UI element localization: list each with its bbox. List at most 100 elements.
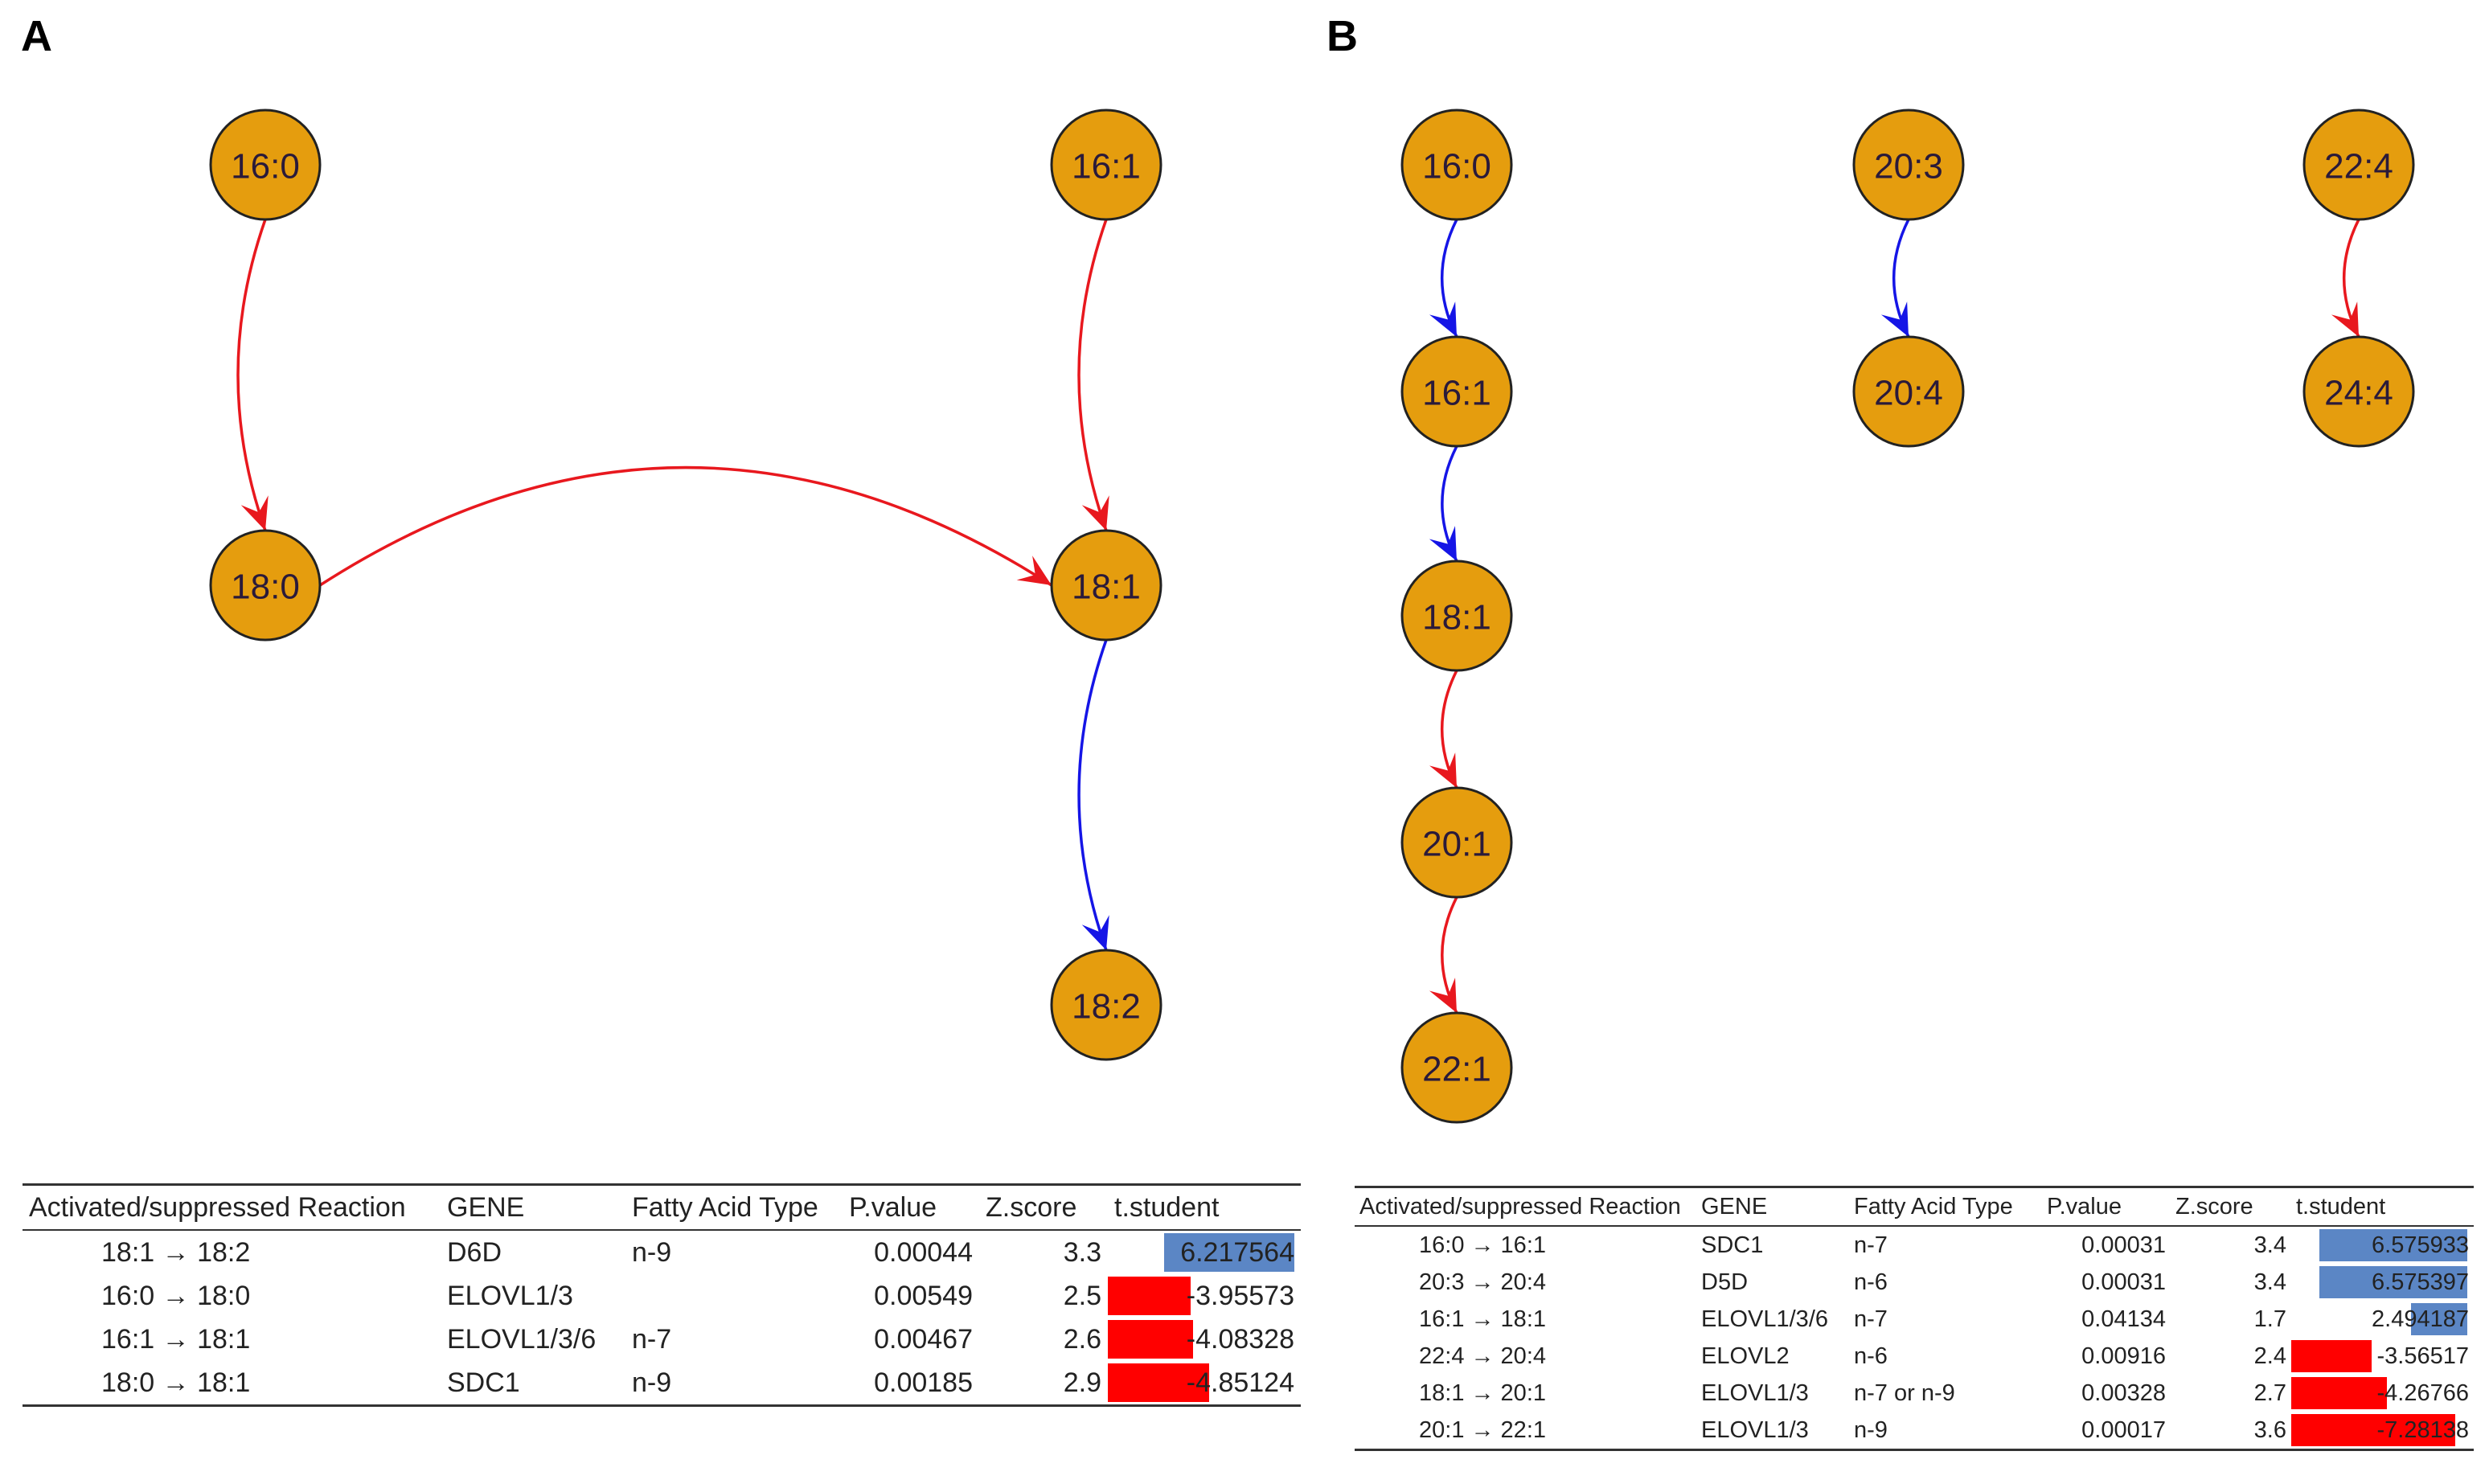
z-score-cell: 3.3 — [1063, 1236, 1101, 1268]
header-z-score: Z.score — [986, 1191, 1077, 1223]
gene-cell: SDC1 — [447, 1367, 520, 1398]
gene-cell: SDC1 — [1701, 1232, 1764, 1258]
node-circle — [209, 109, 322, 221]
p-value-cell: 0.00031 — [2081, 1232, 2166, 1258]
p-value-cell: 0.04134 — [2081, 1306, 2166, 1332]
z-score-cell: 2.5 — [1063, 1280, 1101, 1311]
reaction-cell: 16:0 → 16:1 — [1419, 1232, 1546, 1258]
header-gene: GENE — [447, 1191, 525, 1223]
header-reaction: Activated/suppressed Reaction — [29, 1191, 406, 1223]
t-student-cell: 6.217564 — [1108, 1230, 1301, 1274]
node-layer: 16:0 16:1 18:0 18:1 18:2 16:0 16:1 18:1 20:1 22:1… — [209, 109, 2415, 1124]
reaction-cell: 18:1 → 18:2 — [101, 1236, 251, 1268]
fa-type-cell — [625, 1274, 843, 1318]
header-t-student: t.student — [1114, 1191, 1220, 1223]
fa-type-cell: n-7 — [1854, 1232, 1888, 1258]
z-score-cell: 1.7 — [2253, 1306, 2286, 1332]
header-fa-type: Fatty Acid Type — [1854, 1193, 2013, 1220]
node-label: 24:4 — [2324, 374, 2393, 413]
t-student-value: 2.494187 — [2372, 1306, 2469, 1332]
node-label: 18:1 — [1422, 598, 1491, 637]
table-row: 22:4 → 20:4 ELOVL2 n-6 0.00916 2.4 -3.56517 — [1355, 1338, 2474, 1375]
fatty-acid-node: 18:1 — [1400, 560, 1513, 672]
fatty-acid-node: 22:1 — [1400, 1011, 1513, 1124]
t-student-cell: 2.494187 — [2291, 1301, 2474, 1338]
node-circle — [209, 529, 322, 642]
t-student-value: 6.217564 — [1180, 1236, 1294, 1268]
edge-line — [236, 219, 267, 531]
gene-cell: ELOVL2 — [1701, 1343, 1790, 1369]
gene-cell: ELOVL1/3 — [1701, 1416, 1809, 1443]
reaction-cell: 18:0 → 18:1 — [101, 1367, 251, 1398]
fatty-acid-node: 20:1 — [1400, 786, 1513, 899]
fa-type-cell: n-9 — [632, 1367, 672, 1398]
arrowhead-icon — [1016, 555, 1052, 585]
t-student-bar — [1108, 1363, 1210, 1402]
arrowhead-icon — [2331, 301, 2359, 337]
header-t-student: t.student — [2296, 1193, 2386, 1220]
reaction-edge — [1880, 219, 1910, 338]
z-score-cell: 3.6 — [2253, 1416, 2286, 1443]
z-score-cell: 3.4 — [2253, 1232, 2286, 1258]
reaction-cell: 16:1 → 18:1 — [1419, 1306, 1546, 1332]
t-student-cell: -3.56517 — [2291, 1338, 2474, 1375]
t-student-value: -4.85124 — [1186, 1367, 1294, 1398]
reaction-table-a: Activated/suppressed Reaction GENE Fatty… — [23, 1183, 1301, 1407]
t-student-value: -3.56517 — [2376, 1343, 2470, 1369]
arrowhead-icon — [240, 495, 269, 531]
t-student-bar — [2291, 1377, 2388, 1409]
arrowhead-icon — [1081, 495, 1109, 531]
header-p-value: P.value — [2047, 1193, 2122, 1220]
t-student-value: 6.575933 — [2372, 1232, 2469, 1258]
reaction-edge — [1429, 445, 1458, 562]
reaction-cell: 18:1 → 20:1 — [1419, 1379, 1546, 1406]
gene-cell: ELOVL1/3 — [447, 1280, 573, 1311]
node-label: 18:0 — [231, 568, 300, 607]
node-circle — [2302, 335, 2415, 448]
z-score-cell: 2.7 — [2253, 1379, 2286, 1406]
node-circle — [1400, 786, 1513, 899]
fatty-acid-node: 18:1 — [1050, 529, 1162, 642]
t-student-cell: -4.26766 — [2291, 1375, 2474, 1412]
arrowhead-icon — [1429, 752, 1457, 788]
reaction-cell: 16:1 → 18:1 — [101, 1323, 251, 1355]
reaction-cell: 20:1 → 22:1 — [1419, 1416, 1546, 1443]
gene-cell: ELOVL1/3/6 — [447, 1323, 597, 1355]
fa-type-cell: n-7 — [632, 1323, 672, 1355]
fatty-acid-node: 24:4 — [2302, 335, 2415, 448]
node-circle — [2302, 109, 2415, 221]
fa-type-cell: n-9 — [632, 1236, 672, 1268]
node-circle — [1050, 949, 1162, 1061]
header-reaction: Activated/suppressed Reaction — [1359, 1193, 1681, 1220]
node-circle — [1852, 335, 1965, 448]
fatty-acid-node: 16:0 — [1400, 109, 1513, 221]
reaction-edge — [1077, 639, 1109, 951]
node-label: 16:0 — [1422, 147, 1491, 187]
arrowhead-icon — [1880, 301, 1909, 337]
fatty-acid-node: 16:0 — [209, 109, 322, 221]
fa-type-cell: n-9 — [1854, 1416, 1888, 1443]
table-row: 16:1 → 18:1 ELOVL1/3/6 n-7 0.04134 1.7 2.4941… — [1355, 1301, 2474, 1338]
reaction-edge — [1429, 670, 1458, 789]
table-row: 18:1 → 20:1 ELOVL1/3 n-7 or n-9 0.00328 2.7 -… — [1355, 1375, 2474, 1412]
reaction-table-b: Activated/suppressed Reaction GENE Fatty… — [1355, 1186, 2474, 1451]
table-row: 18:0 → 18:1 SDC1 n-9 0.00185 2.9 -4.85124 — [23, 1361, 1301, 1406]
reaction-edge — [2331, 219, 2360, 338]
p-value-cell: 0.00467 — [874, 1323, 973, 1355]
reaction-edge — [1429, 219, 1458, 338]
table-row: 16:0 → 18:0 ELOVL1/3 0.00549 2.5 -3.95573 — [23, 1274, 1301, 1318]
table-row: 16:0 → 16:1 SDC1 n-7 0.00031 3.4 6.575933 — [1355, 1226, 2474, 1264]
node-label: 18:1 — [1072, 568, 1141, 607]
header-gene: GENE — [1701, 1193, 1768, 1220]
t-student-cell: -3.95573 — [1108, 1274, 1301, 1318]
reaction-cell: 16:0 → 18:0 — [101, 1280, 251, 1311]
p-value-cell: 0.00328 — [2081, 1379, 2166, 1406]
p-value-cell: 0.00044 — [874, 1236, 973, 1268]
reaction-edge — [1077, 219, 1109, 531]
fatty-acid-node: 16:1 — [1400, 335, 1513, 448]
panel-a-label: A — [21, 12, 52, 60]
gene-cell: D6D — [447, 1236, 502, 1268]
fatty-acid-node: 20:3 — [1852, 109, 1965, 221]
edge-layer — [236, 219, 2360, 1014]
node-circle — [1400, 1011, 1513, 1124]
